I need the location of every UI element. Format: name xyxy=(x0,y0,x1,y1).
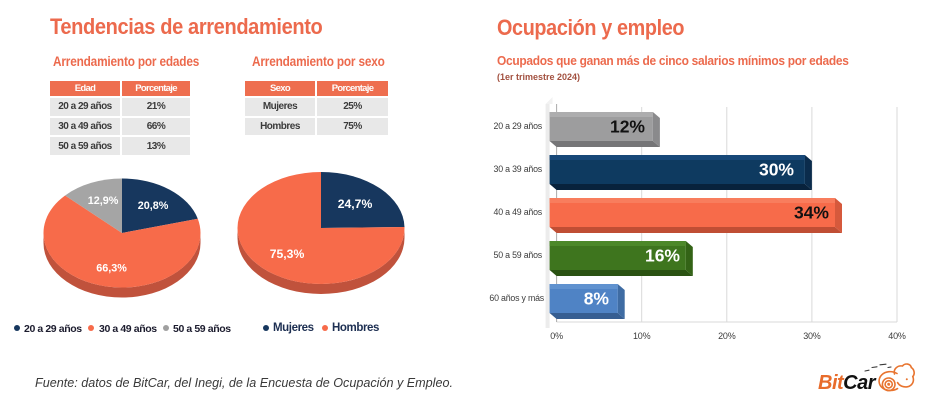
svg-text:8%: 8% xyxy=(584,289,610,309)
svg-text:60 años y más: 60 años y más xyxy=(489,293,544,303)
svg-text:20%: 20% xyxy=(718,331,736,341)
svg-text:75,3%: 75,3% xyxy=(270,247,305,261)
svg-text:50 a 59 años: 50 a 59 años xyxy=(494,250,543,260)
svg-text:40 a 49 años: 40 a 49 años xyxy=(494,207,543,217)
svg-text:30%: 30% xyxy=(803,331,821,341)
svg-text:34%: 34% xyxy=(794,203,829,223)
svg-text:16%: 16% xyxy=(645,246,680,266)
svg-text:20 a 29 años: 20 a 29 años xyxy=(494,121,543,131)
svg-text:12,9%: 12,9% xyxy=(88,195,119,207)
svg-text:20,8%: 20,8% xyxy=(138,200,169,212)
svg-text:12%: 12% xyxy=(610,117,645,137)
svg-text:40%: 40% xyxy=(888,331,906,341)
svg-text:30%: 30% xyxy=(759,160,794,180)
svg-text:10%: 10% xyxy=(633,331,651,341)
svg-text:24,7%: 24,7% xyxy=(338,197,373,211)
svg-text:30 a 39 años: 30 a 39 años xyxy=(494,164,543,174)
svg-text:66,3%: 66,3% xyxy=(96,263,127,275)
svg-text:0%: 0% xyxy=(550,331,563,341)
